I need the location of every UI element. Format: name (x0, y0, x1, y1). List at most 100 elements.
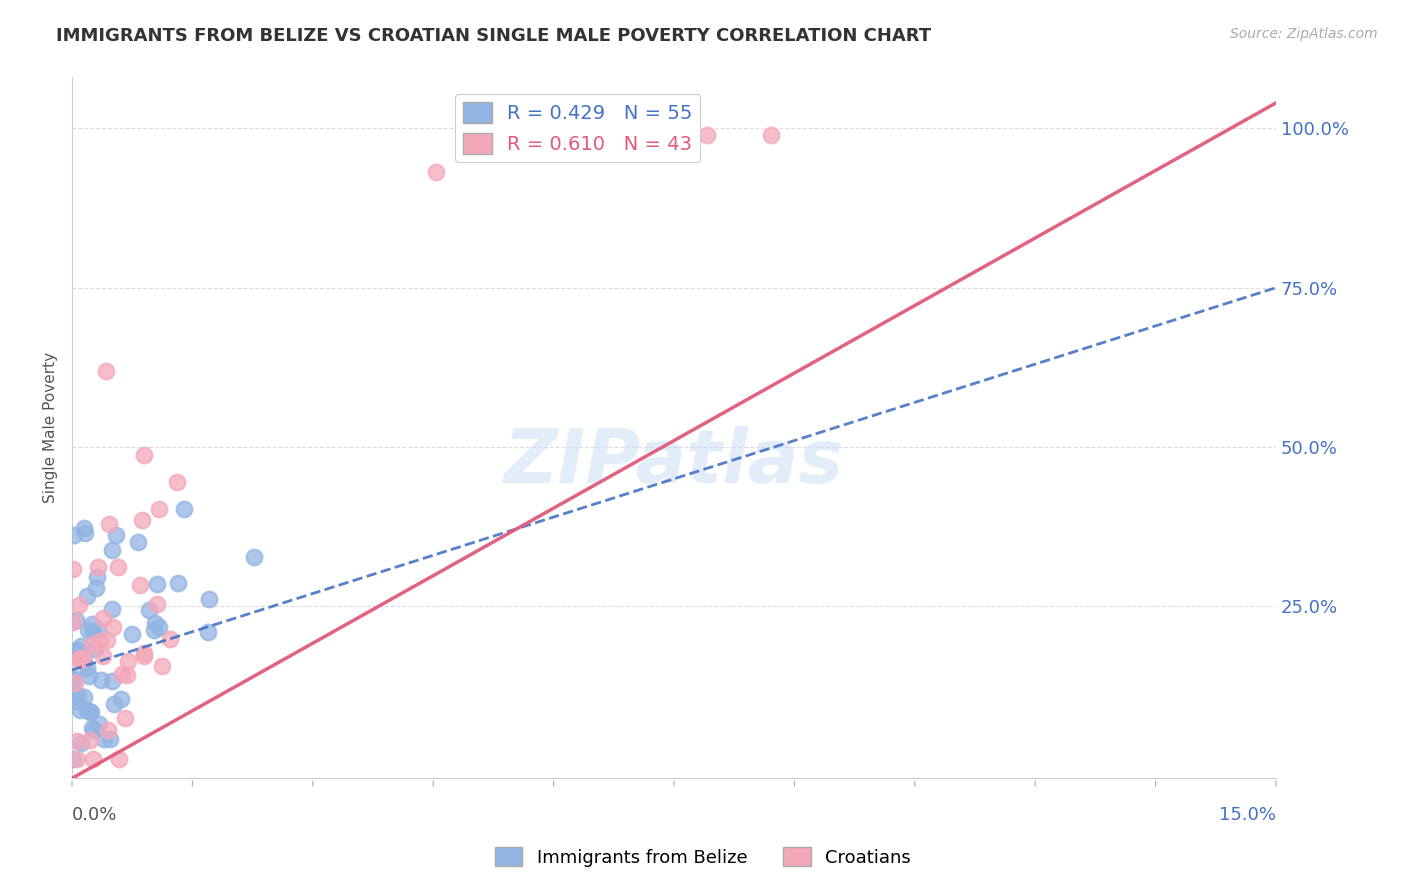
Point (159, 632, 181, 647)
Point (114, 710, 136, 724)
Point (62, 673, 84, 688)
Point (425, 165, 447, 179)
Point (67, 690, 90, 704)
Point (150, 658, 173, 673)
Point (148, 619, 170, 633)
Legend: R = 0.429   N = 55, R = 0.610   N = 43: R = 0.429 N = 55, R = 0.610 N = 43 (456, 95, 700, 161)
Point (72, 521, 94, 535)
Point (80, 617, 103, 632)
Point (97, 723, 120, 737)
Point (652, 128, 675, 142)
Point (127, 535, 149, 549)
Point (101, 674, 124, 689)
Point (82, 625, 104, 640)
Point (72, 651, 94, 665)
Point (100, 731, 122, 746)
Point (87, 716, 110, 731)
Point (111, 667, 134, 681)
Point (62, 752, 84, 766)
Point (132, 648, 155, 663)
Point (82, 752, 104, 766)
Point (148, 501, 170, 516)
Point (103, 698, 125, 712)
Point (63, 694, 86, 708)
Point (121, 627, 143, 641)
Point (70, 639, 93, 653)
Point (66, 734, 89, 748)
Point (93, 731, 115, 746)
Point (62, 562, 84, 576)
Point (67, 653, 90, 667)
Point (79, 705, 101, 719)
Point (582, 121, 605, 136)
Point (110, 692, 132, 706)
Point (101, 543, 124, 558)
Point (759, 128, 782, 142)
Point (173, 501, 195, 516)
Point (243, 549, 266, 564)
Point (66, 752, 89, 766)
Point (96, 633, 118, 648)
Point (86, 570, 108, 584)
Point (87, 623, 110, 637)
Point (82, 721, 104, 735)
Point (107, 560, 129, 574)
Text: Source: ZipAtlas.com: Source: ZipAtlas.com (1230, 27, 1378, 41)
Point (62, 671, 84, 685)
Point (101, 620, 124, 634)
Text: ZIPatlas: ZIPatlas (503, 426, 844, 500)
Point (468, 128, 491, 142)
Point (73, 525, 96, 540)
Point (108, 752, 131, 766)
Point (132, 448, 155, 462)
Point (143, 616, 166, 631)
Point (72, 690, 94, 704)
Point (76, 703, 98, 717)
Point (105, 528, 128, 542)
Point (475, 128, 498, 142)
Point (696, 128, 718, 142)
Point (69, 650, 91, 665)
Point (79, 705, 101, 719)
Point (65, 686, 87, 700)
Point (72, 652, 94, 666)
Point (80, 638, 103, 652)
Point (101, 601, 124, 615)
Point (167, 576, 190, 591)
Point (76, 589, 98, 603)
Point (73, 655, 96, 669)
Point (84, 642, 107, 657)
Point (138, 603, 160, 617)
Point (146, 576, 169, 591)
Point (131, 513, 153, 527)
Point (90, 673, 112, 688)
Point (87, 559, 110, 574)
Point (70, 736, 93, 750)
Point (83, 723, 105, 737)
Text: 0.0%: 0.0% (72, 806, 117, 824)
Point (142, 624, 165, 638)
Legend: Immigrants from Belize, Croatians: Immigrants from Belize, Croatians (488, 840, 918, 874)
Point (76, 661, 98, 675)
Point (69, 703, 91, 717)
Point (91, 611, 114, 625)
Point (94, 364, 117, 378)
Point (132, 646, 155, 660)
Point (89, 634, 111, 648)
Point (63, 643, 86, 657)
Point (117, 655, 139, 669)
Point (97, 516, 120, 531)
Point (115, 667, 138, 681)
Text: IMMIGRANTS FROM BELIZE VS CROATIAN SINGLE MALE POVERTY CORRELATION CHART: IMMIGRANTS FROM BELIZE VS CROATIAN SINGL… (56, 27, 931, 45)
Point (198, 591, 221, 606)
Text: 15.0%: 15.0% (1219, 806, 1277, 824)
Point (63, 676, 86, 690)
Point (62, 528, 84, 542)
Point (197, 624, 219, 639)
Point (146, 597, 169, 611)
Point (166, 475, 188, 489)
Point (129, 578, 152, 592)
Point (66, 642, 89, 657)
Point (91, 648, 114, 663)
Point (65, 613, 87, 627)
